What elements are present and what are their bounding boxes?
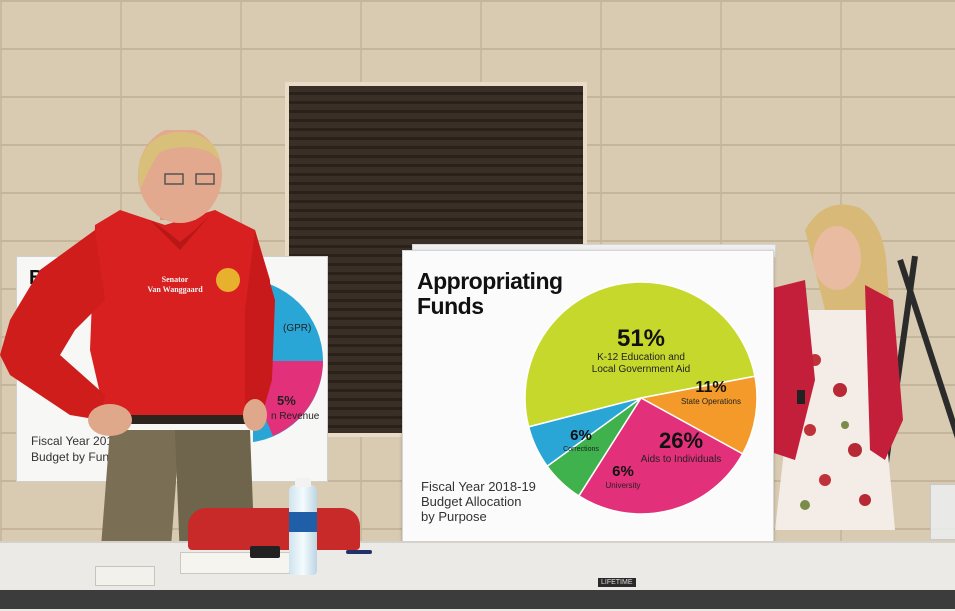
papers-stack — [95, 566, 155, 586]
poster-title-line2: Funds — [417, 293, 484, 319]
left-poster-caption-line2: Budget by Fun — [31, 450, 110, 464]
table-tag: LIFETIME — [598, 578, 636, 587]
pie-category-label-1: State Operations — [681, 397, 741, 406]
left-poster-caption: Fiscal Year 201 Budget by Fun — [31, 433, 141, 465]
poster-caption-line3: by Purpose — [421, 509, 487, 524]
appropriating-funds-poster: Appropriating Funds Fiscal Year 2018-19 … — [402, 250, 774, 542]
pie-category-label-0-line2: Local Government Aid — [592, 364, 690, 375]
shirt-embroidery-line1: Senator — [161, 275, 189, 284]
pie-slice-0 — [524, 281, 756, 428]
poster-caption-line1: Fiscal Year 2018-19 — [421, 479, 536, 494]
pie-pct-label-1: 11% — [695, 379, 726, 396]
shirt-embroidery: Senator Van Wanggaard — [145, 275, 205, 295]
pie-pct-label-0: 51% — [617, 325, 665, 352]
pen — [346, 550, 372, 554]
pie-slice-4 — [527, 397, 642, 468]
man-senator: Senator Van Wanggaard — [0, 127, 280, 570]
poster-title-line1: Appropriating — [417, 268, 563, 294]
pie-pct-label-2: 26% — [659, 428, 703, 453]
left-poster-caption-line1: Fiscal Year 201 — [31, 434, 114, 448]
plastic-cup — [930, 484, 955, 540]
shirt-embroidery-line2: Van Wanggaard — [147, 285, 203, 294]
pie-slice-2 — [577, 397, 744, 515]
water-bottle-label — [289, 512, 317, 532]
left-poster-pie-label-revenue: n Revenue — [271, 411, 320, 422]
pie-pct-label-4: 6% — [570, 427, 592, 444]
pie-category-label-4: Corrections — [563, 446, 599, 453]
left-poster-pie-label-gpr: (GPR) — [283, 323, 312, 334]
table-edge — [0, 590, 955, 609]
pie-category-label-0: K-12 Education and — [597, 352, 685, 363]
water-bottle-cap — [295, 478, 311, 487]
pie-category-label-3: University — [605, 481, 640, 490]
woman-presenter — [745, 200, 905, 540]
phone — [250, 546, 280, 558]
left-poster-pie-label-pct: 5% — [277, 393, 296, 408]
red-chair — [188, 508, 360, 550]
poster-caption-line2: Budget Allocation — [421, 494, 522, 509]
pie-pct-label-3: 6% — [612, 463, 634, 480]
poster-caption: Fiscal Year 2018-19 Budget Allocation by… — [421, 479, 551, 524]
pie-category-label-2: Aids to Individuals — [641, 454, 722, 465]
pie-slice-1 — [638, 375, 758, 455]
poster-title: Appropriating Funds — [417, 269, 597, 319]
